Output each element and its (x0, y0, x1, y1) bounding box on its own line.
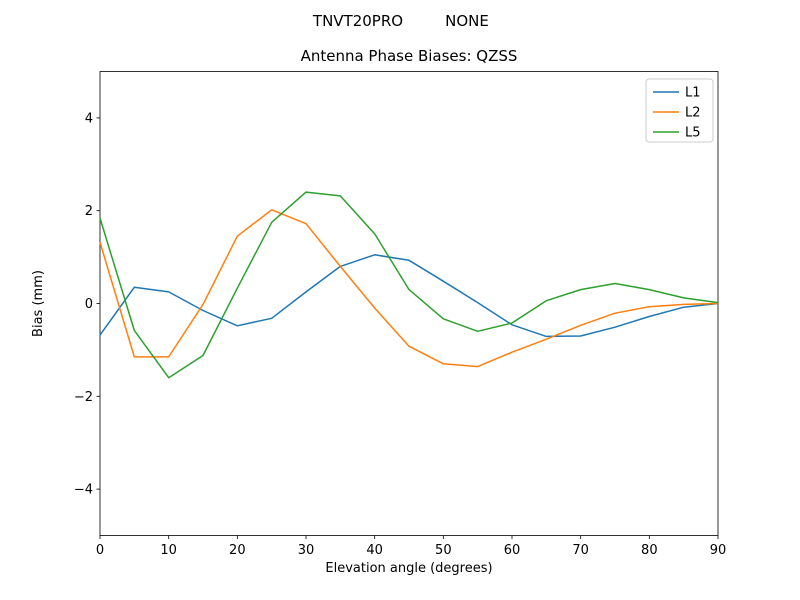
series-line-L1 (99, 254, 719, 338)
y-axis-label: Bias (mm) (31, 270, 46, 337)
x-tick-label: 40 (366, 543, 383, 558)
x-tick-label: 90 (710, 543, 727, 558)
series-line-L2 (99, 209, 719, 368)
y-tick-label: −4 (74, 483, 93, 498)
x-tick-label: 10 (160, 543, 177, 558)
x-axis-label: Elevation angle (degrees) (325, 561, 492, 576)
legend: L1 L2 L5 (645, 78, 714, 143)
figure-suptitle-station: TNVT20PRO (312, 12, 403, 30)
y-tick-label: 4 (85, 111, 93, 126)
x-tick-label: 20 (229, 543, 246, 558)
legend-box (645, 78, 714, 143)
y-tick-label: −2 (74, 390, 93, 405)
x-tick-label: 50 (435, 543, 452, 558)
x-tick-label: 70 (572, 543, 589, 558)
legend-label-L1: L1 (685, 86, 701, 101)
legend-label-L2: L2 (685, 106, 701, 121)
y-tick-label: 2 (85, 204, 93, 219)
x-tick-label: 0 (96, 543, 104, 558)
x-tick-label: 30 (298, 543, 315, 558)
series-line-L5 (99, 191, 719, 379)
y-tick-label: 0 (85, 297, 93, 312)
x-tick-label: 60 (504, 543, 521, 558)
figure-suptitle-radome: NONE (445, 12, 489, 30)
plot-area: 0 10 20 30 40 50 60 70 80 90 −4 −2 0 2 4 (74, 71, 727, 558)
plot-border (99, 71, 719, 536)
legend-label-L5: L5 (685, 126, 701, 141)
x-tick-label: 80 (641, 543, 658, 558)
chart-title: Antenna Phase Biases: QZSS (301, 47, 518, 65)
